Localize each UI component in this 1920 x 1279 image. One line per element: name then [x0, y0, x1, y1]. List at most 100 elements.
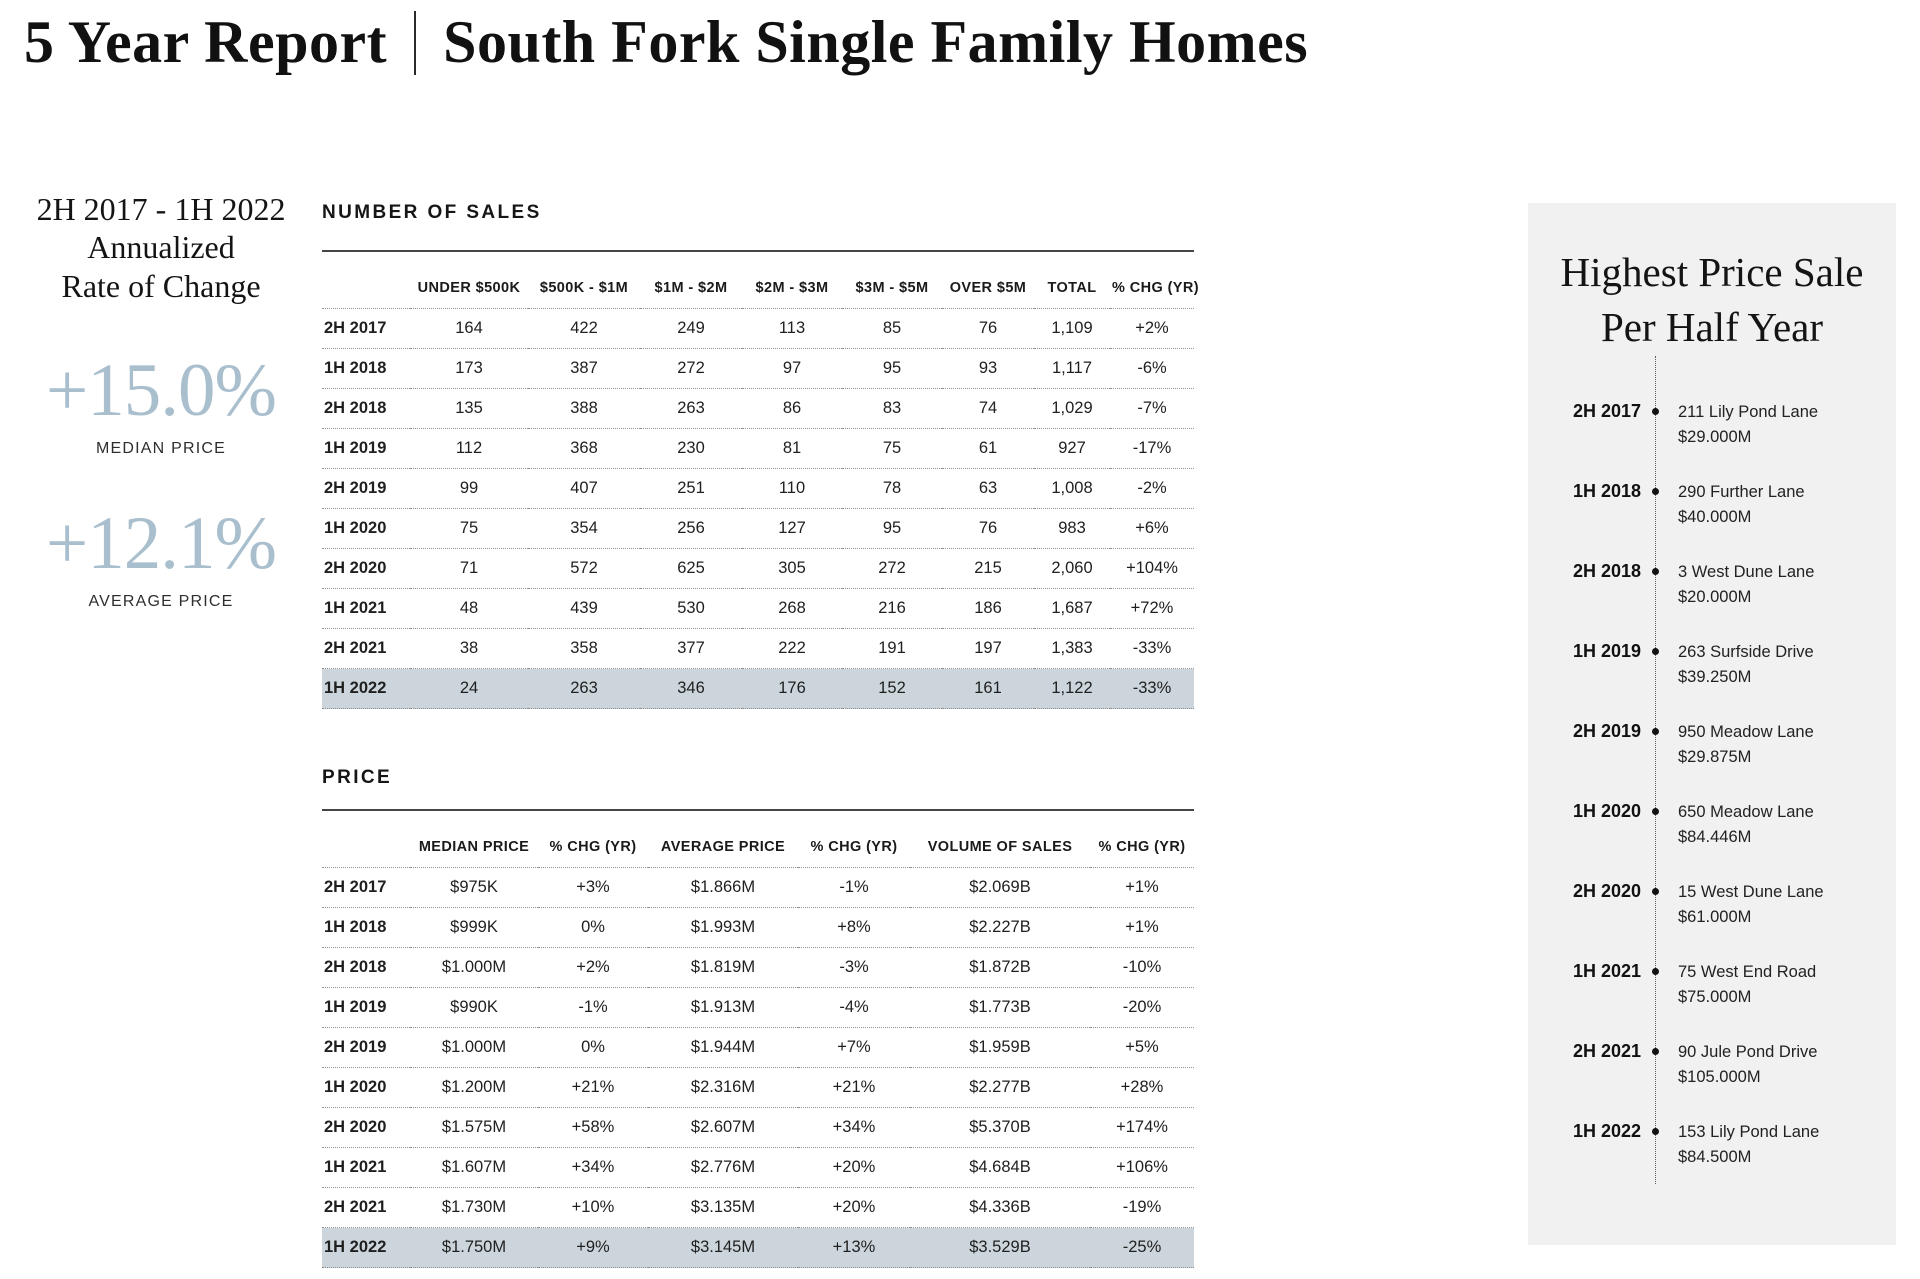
- cell-value: 161: [942, 668, 1034, 709]
- row-period-label: 2H 2019: [322, 468, 410, 509]
- cell-value: 927: [1034, 428, 1110, 469]
- cell-value: 48: [410, 588, 528, 629]
- timeline-entry-details: 950 Meadow Lane $29.875M: [1678, 720, 1814, 770]
- column-header: $2M - $3M: [742, 251, 842, 309]
- cell-value: 24: [410, 668, 528, 709]
- cell-value: -1%: [798, 867, 910, 908]
- cell-value: $2.069B: [910, 867, 1090, 908]
- row-period-label: 2H 2017: [322, 308, 410, 349]
- timeline-dotted-line: [1655, 355, 1656, 1184]
- cell-value: +34%: [798, 1107, 910, 1148]
- timeline-entry-address: 950 Meadow Lane: [1678, 722, 1814, 741]
- cell-value: -7%: [1110, 388, 1194, 429]
- cell-value: -6%: [1110, 348, 1194, 389]
- cell-value: -20%: [1090, 987, 1194, 1028]
- row-period-label: 1H 2018: [322, 907, 410, 948]
- cell-value: 113: [742, 308, 842, 349]
- column-header: OVER $5M: [942, 251, 1034, 309]
- average-price-stat: +12.1% AVERAGE PRICE: [0, 506, 322, 611]
- timeline-entry-period: 1H 2020: [1572, 800, 1641, 821]
- cell-value: 368: [528, 428, 640, 469]
- cell-value: 112: [410, 428, 528, 469]
- cell-value: $1.993M: [648, 907, 798, 948]
- cell-value: 164: [410, 308, 528, 349]
- timeline-entry-address: 75 West End Road: [1678, 962, 1817, 981]
- column-header: VOLUME OF SALES: [910, 810, 1090, 868]
- cell-value: +174%: [1090, 1107, 1194, 1148]
- highest-price-timeline: 2H 2017 211 Lily Pond Lane $29.000M 1H 2018…: [1528, 355, 1896, 1200]
- cell-value: -4%: [798, 987, 910, 1028]
- page-title-market: South Fork Single Family Homes: [443, 9, 1309, 75]
- cell-value: $1.000M: [410, 1027, 538, 1068]
- row-period-label: 1H 2022: [322, 668, 410, 709]
- row-period-label: 2H 2021: [322, 628, 410, 669]
- main-content: NUMBER OF SALES UNDER $500K $500K - $1M $1…: [322, 200, 1199, 1268]
- cell-value: +21%: [538, 1067, 648, 1108]
- cell-value: +3%: [538, 867, 648, 908]
- cell-value: 572: [528, 548, 640, 589]
- cell-value: +1%: [1090, 907, 1194, 948]
- cell-value: 75: [842, 428, 942, 469]
- timeline-entry: 1H 2021 75 West End Road $75.000M: [1528, 960, 1896, 1040]
- timeline-entry-period: 2H 2018: [1572, 560, 1641, 581]
- column-header: TOTAL: [1034, 251, 1110, 309]
- cell-value: $1.200M: [410, 1067, 538, 1108]
- table-row: 2H 2018 135 388 263 86 83 74 1,029 -7%: [322, 388, 1194, 429]
- cell-value: 38: [410, 628, 528, 669]
- cell-value: $990K: [410, 987, 538, 1028]
- column-header: $500K - $1M: [528, 251, 640, 309]
- column-header: % CHG (YR): [1110, 251, 1199, 309]
- row-period-label: 1H 2019: [322, 428, 410, 469]
- cell-value: 127: [742, 508, 842, 549]
- cell-value: 74: [942, 388, 1034, 429]
- price-table-title: PRICE: [322, 767, 393, 788]
- table-row: 2H 2017 $975K +3% $1.866M -1% $2.069B +1%: [322, 867, 1194, 908]
- cell-value: +72%: [1110, 588, 1194, 629]
- cell-value: 86: [742, 388, 842, 429]
- cell-value: 81: [742, 428, 842, 469]
- cell-value: +13%: [798, 1227, 910, 1268]
- cell-value: +5%: [1090, 1027, 1194, 1068]
- cell-value: 2,060: [1034, 548, 1110, 589]
- cell-value: 0%: [538, 1027, 648, 1068]
- cell-value: 97: [742, 348, 842, 389]
- timeline-entry-details: 90 Jule Pond Drive $105.000M: [1678, 1040, 1817, 1090]
- cell-value: $2.316M: [648, 1067, 798, 1108]
- timeline-dot-icon: [1652, 967, 1659, 975]
- row-period-label: 1H 2021: [322, 588, 410, 629]
- row-period-label: 1H 2020: [322, 508, 410, 549]
- row-period-label: 2H 2020: [322, 1107, 410, 1148]
- median-price-change-value: +15.0%: [45, 349, 277, 433]
- timeline-entry-details: 75 West End Road $75.000M: [1678, 960, 1816, 1010]
- cell-value: 152: [842, 668, 942, 709]
- period-column-header: [322, 810, 410, 868]
- row-period-label: 1H 2021: [322, 1147, 410, 1188]
- cell-value: +9%: [538, 1227, 648, 1268]
- price-table: MEDIAN PRICE% CHG (YR) AVERAGE PRICE% CHG…: [322, 809, 1194, 1268]
- cell-value: $1.819M: [648, 947, 798, 988]
- cell-value: 530: [640, 588, 742, 629]
- timeline-entry-price: $39.250M: [1678, 667, 1752, 686]
- period-column-header: [322, 251, 410, 309]
- column-header: % CHG (YR): [798, 810, 910, 868]
- cell-value: 263: [528, 668, 640, 709]
- table-row: 1H 2021 $1.607M +34% $2.776M +20% $4.684B +106…: [322, 1147, 1194, 1188]
- column-header: % CHG (YR): [1090, 810, 1194, 868]
- timeline-entry-details: 290 Further Lane $40.000M: [1678, 480, 1805, 530]
- timeline-entry-period: 1H 2018: [1572, 480, 1641, 501]
- table-row: 2H 2020 $1.575M +58% $2.607M +34% $5.370B +174…: [322, 1107, 1194, 1148]
- table-row: 1H 2019 112 368 230 81 75 61 927 -17%: [322, 428, 1194, 469]
- timeline-entry: 1H 2022 153 Lily Pond Lane $84.500M: [1528, 1120, 1896, 1200]
- timeline-entry-address: 650 Meadow Lane: [1678, 802, 1814, 821]
- cell-value: 230: [640, 428, 742, 469]
- table-row: 2H 2019 99 407 251 110 78 63 1,008 -2%: [322, 468, 1194, 509]
- cell-value: 1,117: [1034, 348, 1110, 389]
- cell-value: 76: [942, 508, 1034, 549]
- timeline-entry-details: 650 Meadow Lane $84.446M: [1678, 800, 1814, 850]
- timeline-entry-address: 153 Lily Pond Lane: [1678, 1122, 1820, 1141]
- table-row: 1H 2019 $990K -1% $1.913M -4% $1.773B -20%: [322, 987, 1194, 1028]
- timeline-dot-icon: [1652, 647, 1659, 655]
- cell-value: -2%: [1110, 468, 1194, 509]
- timeline-entry-details: 153 Lily Pond Lane $84.500M: [1678, 1120, 1819, 1170]
- cell-value: $2.277B: [910, 1067, 1090, 1108]
